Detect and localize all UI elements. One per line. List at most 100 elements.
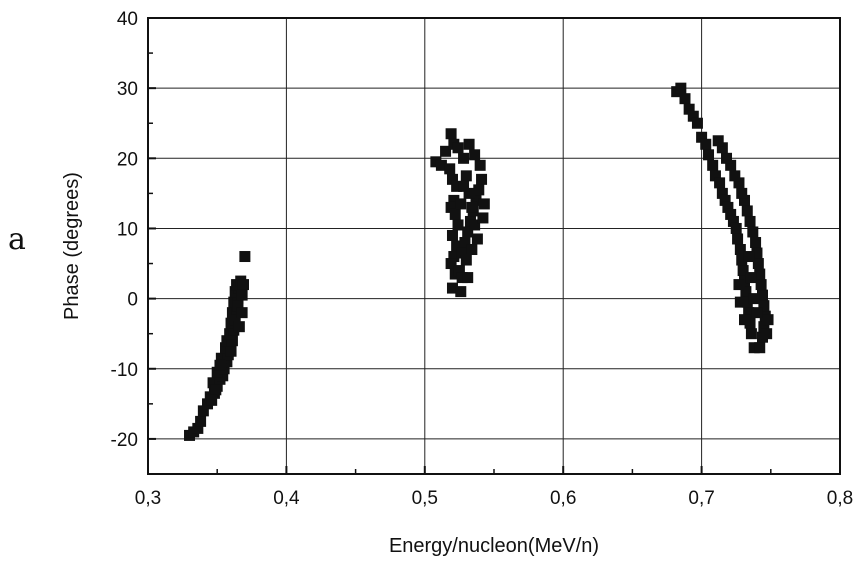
data-point (725, 208, 737, 220)
data-point (474, 159, 486, 171)
data-point (228, 324, 240, 336)
data-point (210, 384, 222, 396)
data-point (751, 247, 763, 259)
data-point (679, 93, 691, 105)
data-point (733, 279, 745, 291)
data-point (446, 282, 458, 294)
data-point (463, 138, 475, 150)
data-point (754, 268, 766, 280)
data-point (756, 289, 768, 301)
data-point (745, 272, 757, 284)
data-point (703, 149, 715, 161)
data-point (758, 321, 770, 333)
data-point (221, 335, 233, 347)
data-point (469, 149, 481, 161)
data-point (195, 415, 207, 427)
data-point (696, 131, 708, 143)
data-point (460, 170, 472, 182)
data-point (748, 342, 760, 354)
y-tick-label: 0 (127, 290, 138, 311)
data-point (748, 293, 760, 305)
data-point (456, 247, 468, 259)
data-point (458, 152, 470, 164)
data-point (452, 142, 464, 154)
data-point (709, 170, 721, 182)
data-point (700, 138, 712, 150)
data-point (236, 289, 248, 301)
data-point (236, 307, 248, 319)
data-point (739, 314, 751, 326)
data-point (719, 194, 731, 206)
data-point (451, 240, 463, 252)
data-point (476, 173, 488, 185)
data-point (741, 205, 753, 217)
data-point (215, 352, 227, 364)
data-point (455, 286, 467, 298)
x-tick-labels: 0,3 0,4 0,5 0,6 0,7 0,8 (135, 488, 853, 509)
data-point (440, 145, 452, 157)
data-point (736, 187, 748, 199)
data-point (453, 265, 465, 277)
x-tick-label: 0,3 (135, 488, 161, 509)
data-point (739, 275, 751, 287)
panel-letter: a (8, 222, 26, 257)
data-point (707, 159, 719, 171)
data-point (217, 370, 229, 382)
x-axis-label: Energy/nucleon(MeV/n) (389, 535, 599, 557)
data-point (743, 251, 755, 263)
data-point (716, 187, 728, 199)
data-point (727, 215, 739, 227)
data-point (734, 244, 746, 256)
data-points (184, 82, 774, 441)
data-point (752, 258, 764, 270)
data-point (445, 258, 457, 270)
data-point (725, 159, 737, 171)
data-point (741, 296, 753, 308)
data-point (477, 212, 489, 224)
data-point (448, 194, 460, 206)
data-point (737, 265, 749, 277)
x-tick-label: 0,4 (273, 488, 300, 509)
data-point (455, 198, 467, 210)
data-point (730, 222, 742, 234)
plot-frame (147, 17, 841, 475)
y-tick-label: 20 (117, 149, 138, 170)
data-point (691, 117, 703, 129)
data-point (736, 254, 748, 266)
x-tick-label: 0,8 (827, 488, 853, 509)
data-point (446, 229, 458, 241)
data-point (226, 335, 238, 347)
data-point (471, 233, 483, 245)
data-point (192, 422, 204, 434)
data-point (206, 394, 218, 406)
x-tick-label: 0,6 (550, 488, 576, 509)
data-point (466, 244, 478, 256)
y-tick-label: 40 (117, 9, 138, 30)
data-point (221, 356, 233, 368)
data-point (740, 286, 752, 298)
data-point (750, 236, 762, 248)
data-point (237, 279, 249, 291)
data-point (761, 328, 773, 340)
y-tick-label: 30 (117, 79, 138, 100)
x-tick-label: 0,5 (412, 488, 438, 509)
data-point (458, 180, 470, 192)
data-point (225, 345, 237, 357)
data-point (721, 152, 733, 164)
data-point (456, 272, 468, 284)
data-point (207, 377, 219, 389)
data-point (452, 219, 464, 231)
data-point (744, 215, 756, 227)
data-point (762, 314, 774, 326)
data-point (729, 170, 741, 182)
data-point (733, 177, 745, 189)
data-point (755, 279, 767, 291)
data-point (722, 201, 734, 213)
data-point (751, 307, 763, 319)
data-point (446, 173, 458, 185)
data-point (747, 226, 759, 238)
data-point (683, 103, 695, 115)
data-point (430, 156, 442, 168)
data-point (463, 187, 475, 199)
